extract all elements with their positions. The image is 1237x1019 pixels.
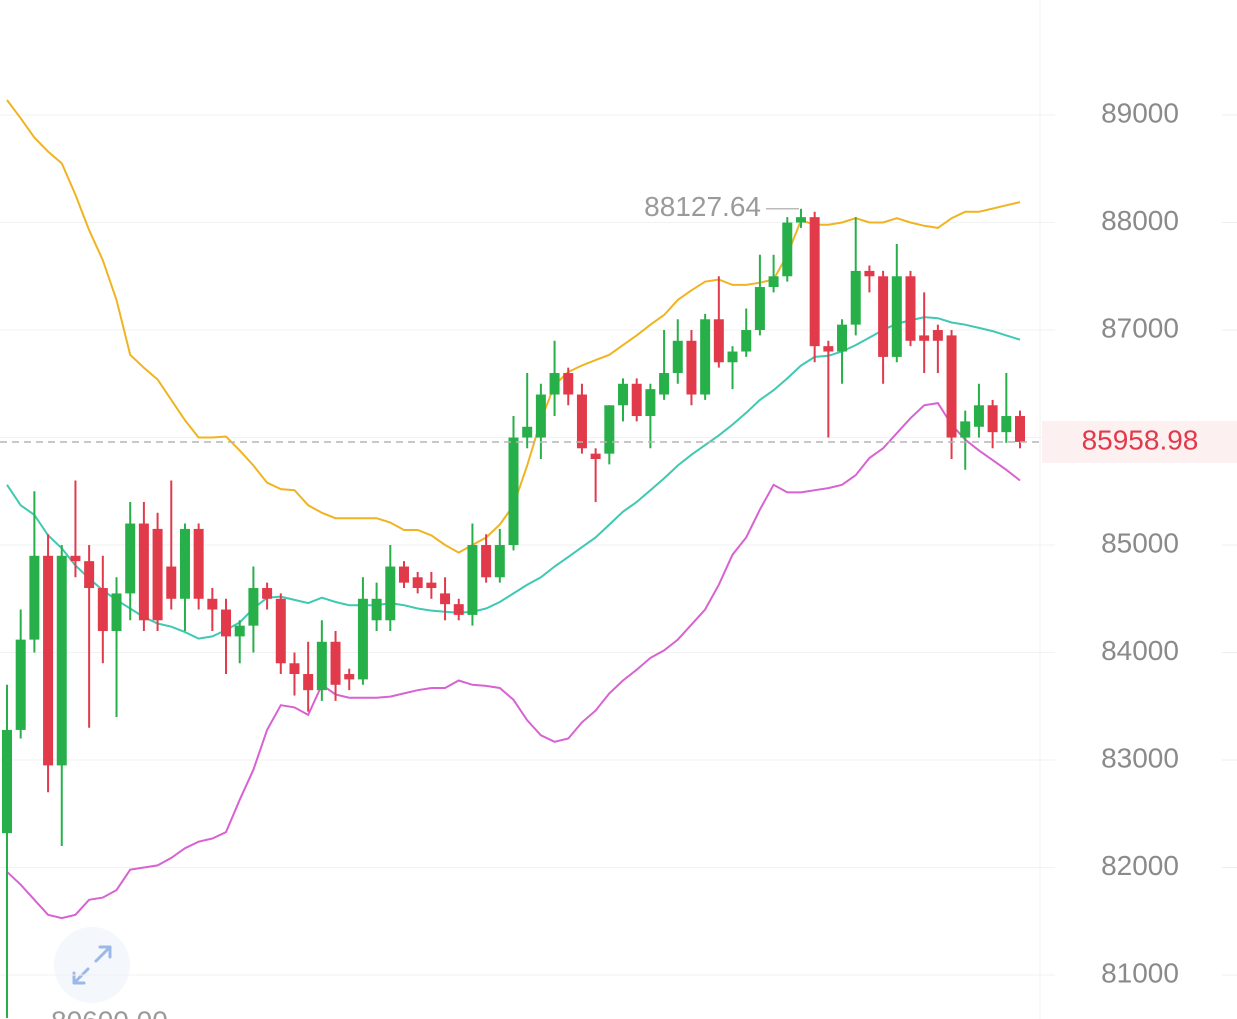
y-tick-label: 88000 — [1101, 205, 1179, 236]
y-tick-label: 82000 — [1101, 850, 1179, 881]
candle-body — [604, 405, 615, 454]
candle-body — [823, 346, 834, 352]
candle-body — [878, 276, 889, 357]
candle-body — [1015, 416, 1025, 442]
candle-body — [795, 217, 806, 223]
y-tick-label: 84000 — [1101, 635, 1179, 666]
candle-body — [864, 270, 875, 277]
candle-body — [782, 222, 793, 277]
candle-body — [344, 674, 355, 680]
candle-body — [891, 276, 902, 357]
candle-body — [303, 674, 314, 691]
y-tick-label: 89000 — [1101, 97, 1179, 128]
candle-body — [987, 405, 998, 433]
expand-icon[interactable] — [54, 927, 130, 1003]
candle-body — [727, 351, 738, 363]
candle-body — [262, 588, 273, 599]
candle-body — [522, 426, 533, 438]
expand-icon-bg — [54, 927, 130, 1003]
last-price-label: 85958.98 — [1082, 424, 1199, 455]
candle-body — [741, 330, 752, 352]
candle-body — [289, 663, 300, 675]
candle-body — [125, 523, 136, 594]
candle-body — [316, 641, 327, 691]
candle-body — [440, 593, 451, 605]
candle-body — [385, 566, 396, 621]
candle-body — [152, 528, 163, 621]
candle-body — [508, 437, 519, 546]
candle-body — [631, 383, 642, 417]
candle-body — [398, 566, 409, 583]
candle-body — [371, 598, 382, 621]
candle-body — [700, 319, 711, 395]
candle-body — [2, 729, 12, 834]
candle-body — [590, 453, 601, 460]
candle-body — [193, 528, 204, 599]
y-tick-label: 85000 — [1101, 527, 1179, 558]
candle-body — [207, 598, 218, 610]
candle-body — [29, 555, 40, 640]
candle-body — [946, 335, 957, 438]
candle-body — [754, 287, 765, 331]
candle-body — [713, 319, 724, 363]
candle-body — [672, 340, 683, 374]
band-line — [6, 402, 1021, 920]
candle-body — [618, 383, 629, 406]
y-tick-label: 81000 — [1101, 957, 1179, 988]
min-label: 80600.00 — [51, 1005, 168, 1019]
candle-body — [837, 324, 848, 352]
candle-body — [1001, 416, 1012, 433]
candle-body — [686, 340, 697, 395]
candle-body — [138, 523, 149, 621]
candle-body — [84, 561, 95, 589]
candle-body — [15, 639, 26, 730]
expand-icon-arrows — [72, 945, 112, 985]
max-label: 88127.64 — [644, 191, 761, 222]
candle-body — [973, 405, 984, 427]
candle-body — [111, 593, 122, 632]
y-tick-label: 83000 — [1101, 742, 1179, 773]
candle-body — [919, 335, 930, 341]
candle-body — [357, 598, 368, 680]
candle-body — [43, 555, 54, 766]
candle-body — [166, 566, 177, 599]
candle-body — [221, 609, 232, 637]
candle-body — [426, 582, 437, 589]
candle-body — [494, 545, 505, 578]
candle-body — [960, 421, 971, 438]
candle-body — [467, 545, 478, 615]
candle-body — [645, 389, 656, 417]
candle-body — [179, 528, 190, 599]
candle-body — [850, 270, 861, 325]
candle-body — [535, 394, 546, 438]
candle-body — [549, 373, 560, 395]
candle-body — [576, 394, 587, 449]
candle-body — [248, 588, 259, 626]
candle-body — [453, 604, 464, 615]
y-tick-label: 87000 — [1101, 312, 1179, 343]
candle-body — [70, 555, 81, 562]
candle-body — [56, 555, 67, 766]
candle-body — [659, 373, 670, 395]
candle-body — [330, 641, 341, 685]
candle-body — [97, 588, 108, 632]
candle-body — [932, 330, 943, 341]
candle-body — [563, 373, 574, 395]
candle-body — [234, 625, 245, 637]
last-price-box — [1042, 420, 1237, 463]
candle-body — [809, 217, 820, 347]
candle-body — [412, 577, 423, 589]
candle-body — [275, 598, 286, 664]
candle-body — [768, 276, 779, 288]
band-line — [6, 316, 1021, 640]
candle-body — [905, 276, 916, 341]
candle-body — [481, 545, 492, 578]
